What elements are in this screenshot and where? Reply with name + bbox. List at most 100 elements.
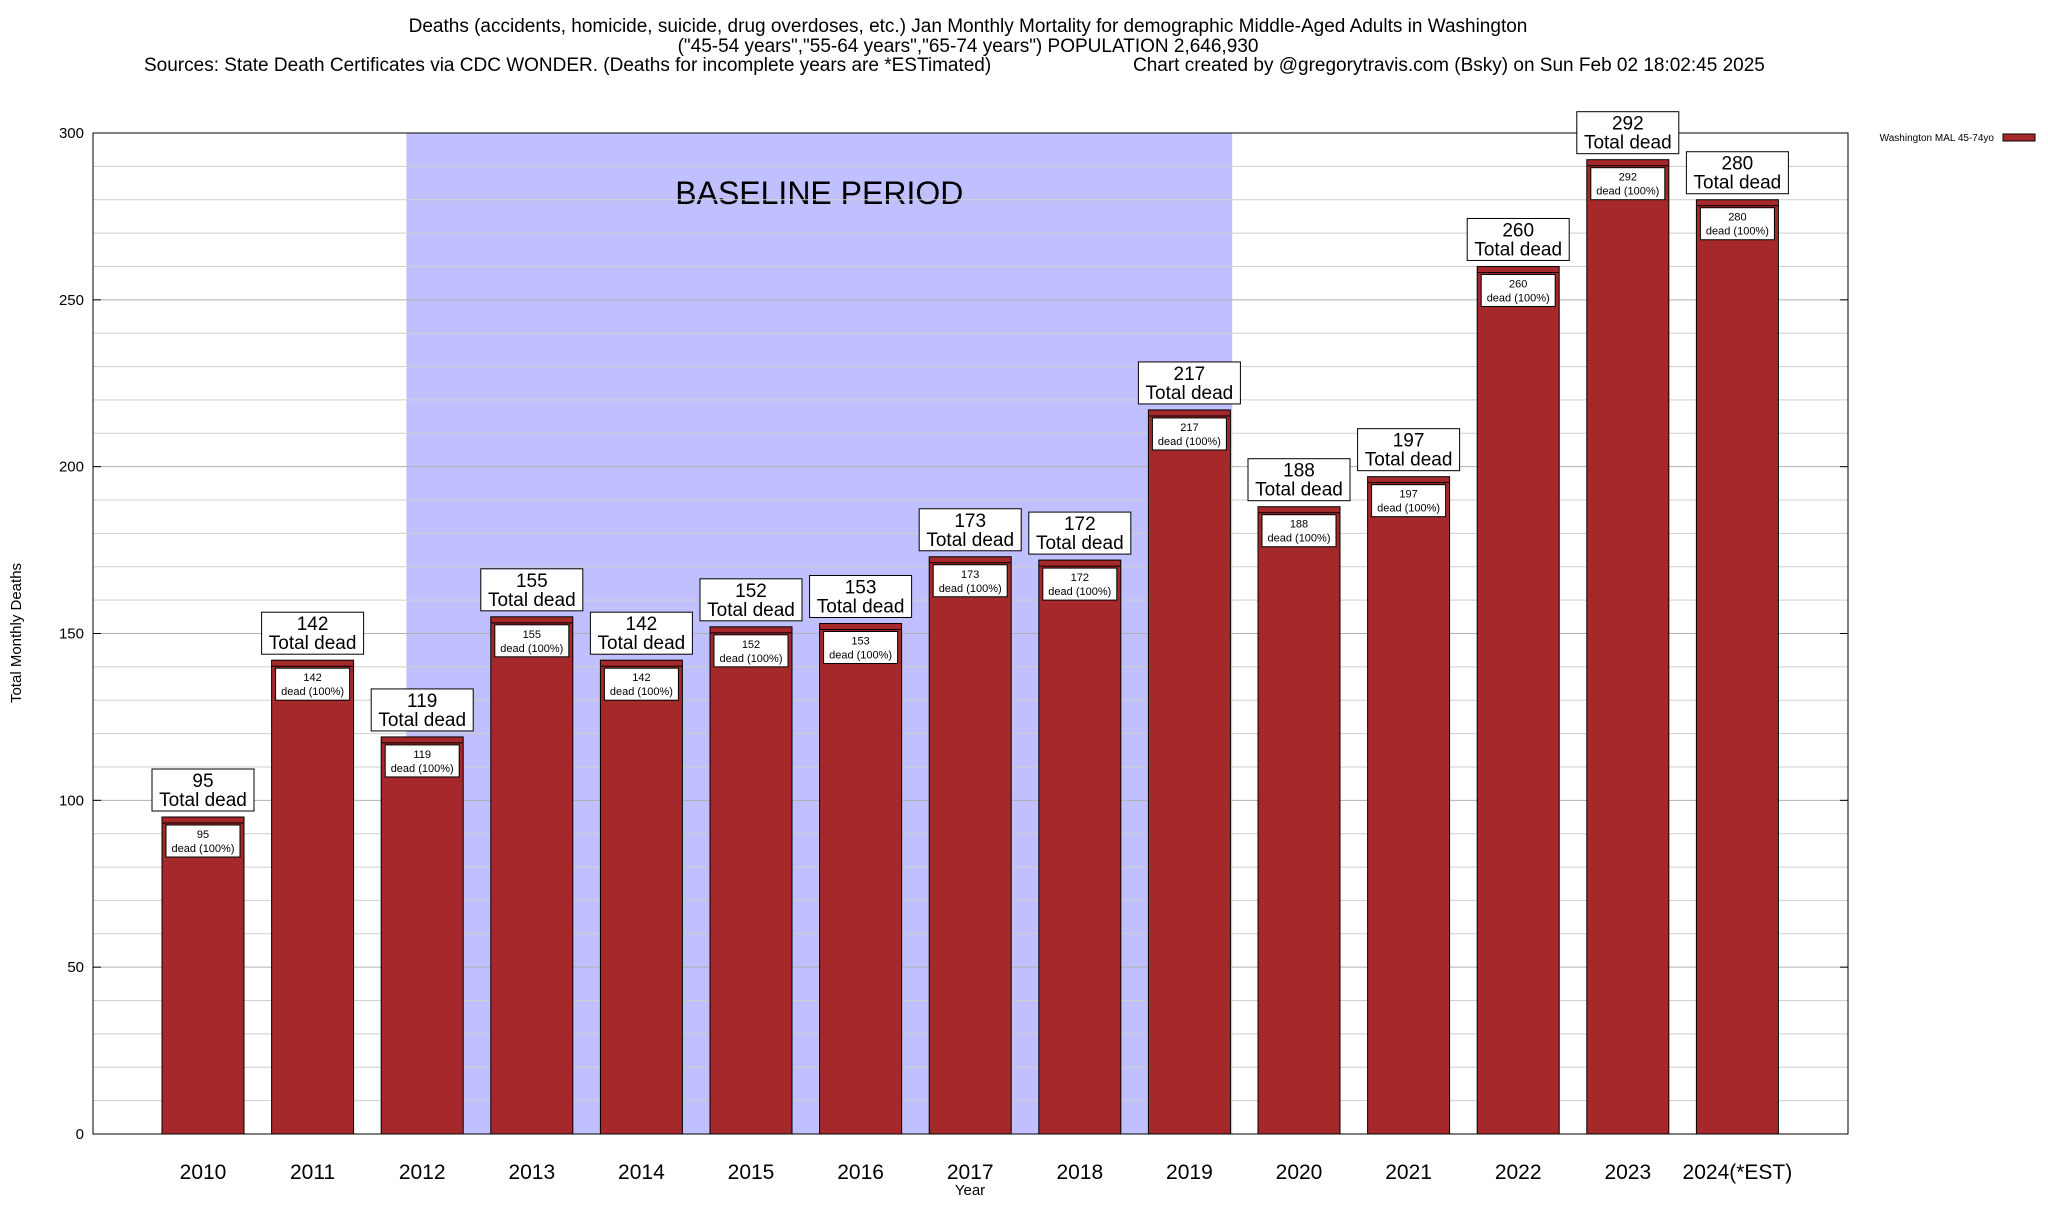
inner-dead-label: dead (100%): [1596, 186, 1659, 198]
x-tick-label: 2013: [508, 1161, 555, 1184]
total-label-box: [589, 611, 693, 655]
total-label-box: [1247, 458, 1351, 502]
bar: [819, 622, 903, 1135]
bar: [1586, 159, 1670, 1135]
bar: [1476, 265, 1560, 1135]
inner-value-label: 153: [851, 635, 869, 647]
inner-dead-label: dead (100%): [720, 653, 783, 665]
title-line-1: Deaths (accidents, homicide, suicide, dr…: [409, 16, 1528, 37]
inner-label-box: [713, 634, 789, 668]
inner-label-box: [384, 744, 460, 778]
total-label-box: [1685, 151, 1789, 195]
inner-dead-label: dead (100%): [1706, 226, 1769, 238]
x-tick-label: 2020: [1276, 1161, 1323, 1184]
inner-label-box: [1261, 514, 1337, 548]
inner-label-box: [1042, 567, 1118, 601]
total-value-label: 95: [192, 771, 213, 792]
total-dead-label: Total dead: [1255, 480, 1343, 501]
x-axis-label: Year: [955, 1182, 985, 1199]
y-tick-label: 100: [59, 792, 84, 809]
bar: [490, 616, 574, 1135]
bar: [1695, 199, 1779, 1135]
legend-label: Washington MAL 45-74yo: [1880, 133, 1995, 144]
bar: [271, 659, 355, 1135]
legend-swatch: [2002, 133, 2036, 142]
x-tick-label: 2019: [1166, 1161, 1213, 1184]
total-label-box: [1576, 111, 1680, 155]
y-tick-label: 300: [59, 125, 84, 142]
total-label-box: [1357, 428, 1461, 472]
total-dead-label: Total dead: [1584, 133, 1672, 154]
total-dead-label: Total dead: [1036, 533, 1124, 554]
total-value-label: 172: [1064, 514, 1096, 535]
bar: [928, 556, 1012, 1135]
axes: 0 50 100 150 200 250 300 2010 2011 2012 2013 2014 20…: [59, 125, 1848, 1184]
x-tick-label: 2010: [180, 1161, 227, 1184]
inner-label-box: [1590, 167, 1666, 201]
total-dead-label: Total dead: [269, 633, 357, 654]
bar: [709, 626, 793, 1135]
inner-label-box: [932, 564, 1008, 598]
total-dead-label: Total dead: [707, 600, 795, 621]
total-value-label: 155: [516, 571, 548, 592]
inner-dead-label: dead (100%): [281, 686, 344, 698]
inner-dead-label: dead (100%): [1377, 503, 1440, 515]
inner-value-label: 280: [1728, 212, 1746, 224]
inner-value-label: 172: [1071, 572, 1089, 584]
inner-dead-label: dead (100%): [391, 763, 454, 775]
inner-label-box: [823, 630, 899, 664]
bar: [161, 816, 245, 1135]
total-dead-label: Total dead: [926, 530, 1014, 551]
inner-value-label: 95: [197, 829, 209, 841]
inner-value-label: 119: [413, 749, 431, 761]
inner-value-label: 152: [742, 639, 760, 651]
y-tick-label: 150: [59, 626, 84, 643]
inner-dead-label: dead (100%): [1487, 292, 1550, 304]
bar: [380, 736, 464, 1135]
inner-value-label: 217: [1180, 422, 1198, 434]
inner-value-label: 173: [961, 569, 979, 581]
total-value-label: 152: [735, 581, 767, 602]
y-tick-label: 0: [76, 1126, 84, 1143]
inner-value-label: 292: [1619, 172, 1637, 184]
inner-dead-label: dead (100%): [1268, 533, 1331, 545]
x-tick-label: 2016: [837, 1161, 884, 1184]
created-by-note: Chart created by @gregorytravis.com (Bsk…: [1133, 55, 1765, 76]
total-value-label: 260: [1502, 220, 1534, 241]
inner-label-box: [494, 624, 570, 658]
total-value-label: 280: [1722, 154, 1754, 175]
inner-label-box: [1699, 207, 1775, 241]
inner-value-label: 142: [632, 672, 650, 684]
y-axis-label: Total Monthly Deaths: [8, 563, 25, 703]
total-label-box: [1466, 217, 1570, 261]
total-label-box: [151, 768, 255, 812]
total-value-label: 142: [297, 614, 329, 635]
x-tick-label: 2015: [728, 1161, 775, 1184]
total-label-box: [370, 688, 474, 732]
total-value-label: 217: [1174, 364, 1206, 385]
x-tick-label: 2022: [1495, 1161, 1542, 1184]
inner-dead-label: dead (100%): [610, 686, 673, 698]
title-line-2: ("45-54 years","55-64 years","65-74 year…: [678, 36, 1259, 57]
total-dead-label: Total dead: [598, 633, 686, 654]
inner-dead-label: dead (100%): [939, 583, 1002, 595]
inner-label-box: [165, 824, 241, 858]
inner-dead-label: dead (100%): [172, 843, 235, 855]
y-tick-label: 250: [59, 292, 84, 309]
inner-value-label: 188: [1290, 519, 1308, 531]
x-tick-label: 2011: [290, 1161, 335, 1184]
inner-dead-label: dead (100%): [500, 643, 563, 655]
x-tick-label: 2012: [399, 1161, 446, 1184]
